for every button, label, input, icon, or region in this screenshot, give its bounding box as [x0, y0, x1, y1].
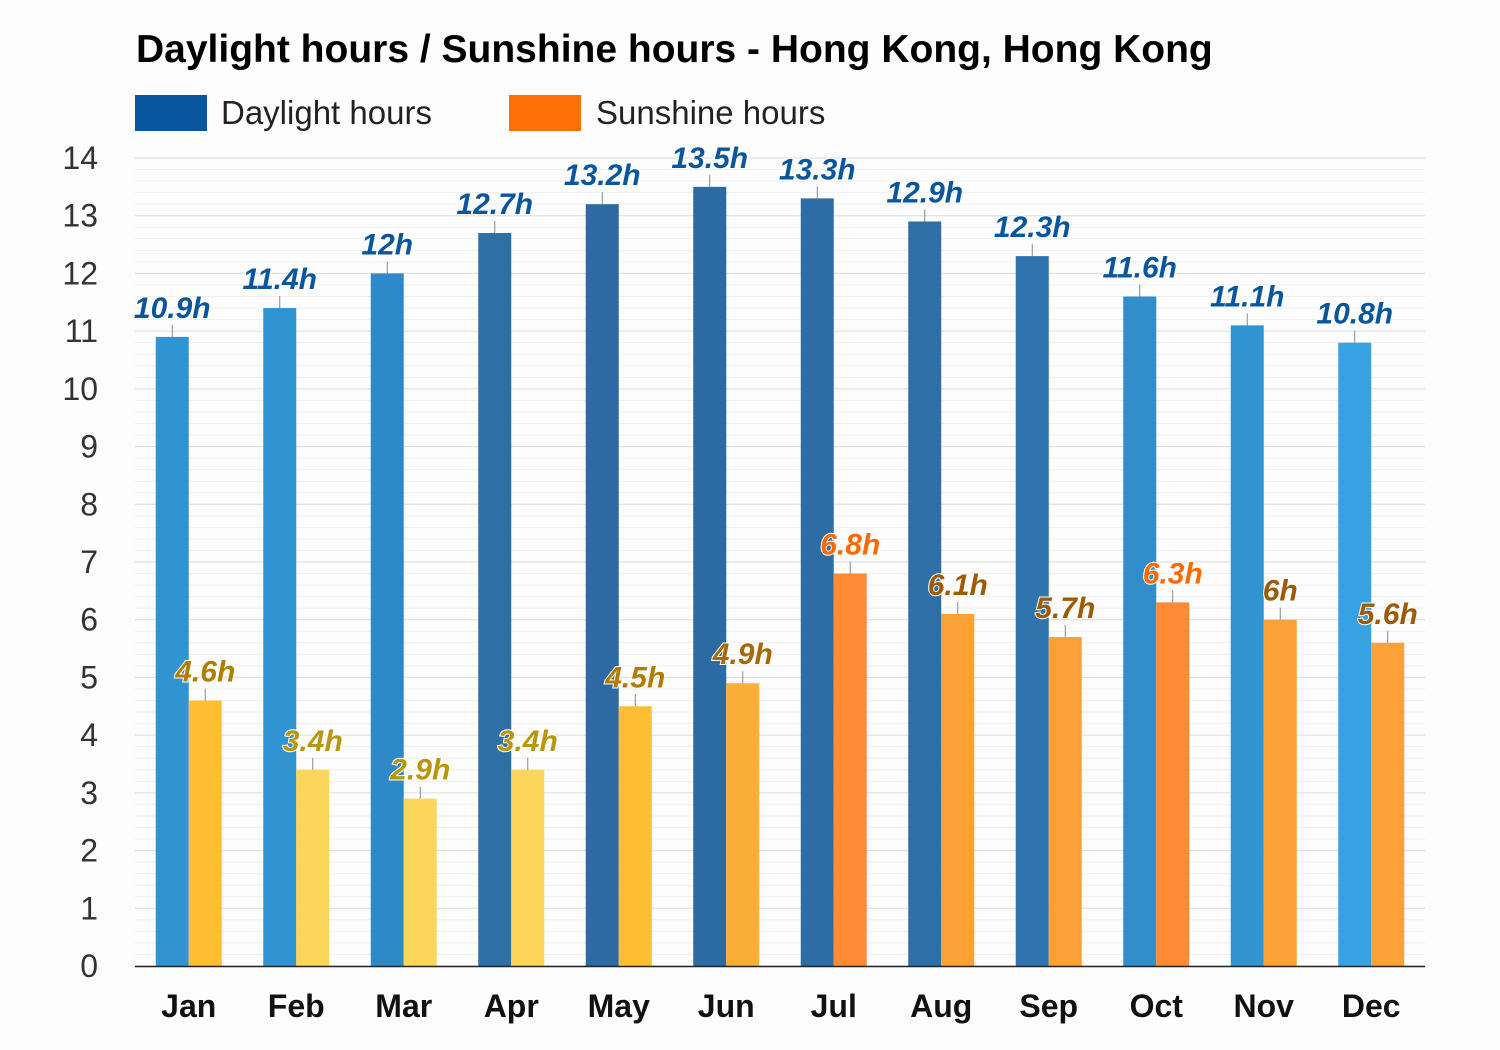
- data-label-daylight-oct: 11.6h: [1103, 252, 1178, 285]
- y-tick-label: 8: [80, 486, 98, 522]
- data-label-sunshine-feb: 3.4h: [283, 725, 343, 758]
- x-tick-label-dec: Dec: [1342, 988, 1401, 1024]
- bar-sunshine-oct: [1156, 602, 1190, 966]
- bar-sunshine-apr: [511, 769, 545, 966]
- legend-label-sunshine: Sunshine hours: [596, 94, 825, 131]
- data-label-daylight-mar: 12h: [361, 228, 413, 261]
- x-tick-label-may: May: [588, 988, 650, 1024]
- data-label-daylight-dec: 10.8h: [1316, 298, 1393, 331]
- y-tick-label: 13: [62, 198, 98, 234]
- bar-daylight-feb: [263, 308, 297, 966]
- x-tick-label-apr: Apr: [484, 988, 539, 1024]
- bar-daylight-may: [585, 204, 619, 966]
- bar-daylight-jul: [800, 198, 834, 966]
- bar-daylight-sep: [1015, 256, 1049, 967]
- data-labels: 10.9h 4.6h 11.4h 3.4h 12h 2.9h 12.7h 3.4h 13.2h 4…: [133, 141, 1419, 788]
- data-label-daylight-sep: 12.3h: [994, 211, 1071, 244]
- bar-sunshine-feb: [296, 769, 330, 966]
- bar-sunshine-may: [618, 706, 652, 966]
- data-label-sunshine-nov: 6h: [1263, 575, 1298, 608]
- x-tick-label-mar: Mar: [375, 988, 432, 1024]
- data-label-sunshine-jun: 4.9h: [712, 638, 773, 671]
- bars: [155, 174, 1405, 967]
- legend-swatch-daylight: [135, 95, 207, 131]
- bar-sunshine-nov: [1263, 619, 1297, 966]
- bar-sunshine-jun: [726, 683, 760, 966]
- bar-sunshine-jul: [833, 573, 867, 966]
- data-label-sunshine-dec: 5.6h: [1358, 598, 1418, 631]
- data-label-daylight-jan: 10.9h: [134, 292, 211, 325]
- y-tick-label: 4: [80, 717, 98, 753]
- bar-daylight-mar: [370, 273, 404, 966]
- data-label-daylight-aug: 12.9h: [886, 176, 963, 209]
- bar-daylight-oct: [1123, 296, 1157, 966]
- gridlines: [135, 157, 1425, 967]
- bar-daylight-nov: [1230, 325, 1264, 966]
- data-label-daylight-feb: 11.4h: [243, 263, 318, 296]
- y-tick-label: 14: [62, 140, 98, 176]
- data-label-sunshine-may: 4.5h: [604, 661, 665, 694]
- y-tick-label: 3: [80, 775, 98, 811]
- data-label-sunshine-mar: 2.9h: [389, 754, 450, 787]
- y-tick-label: 9: [80, 429, 98, 465]
- y-tick-label: 12: [62, 255, 98, 291]
- legend-swatch-sunshine: [509, 95, 581, 131]
- bar-daylight-apr: [478, 233, 512, 966]
- data-label-daylight-jul: 13.3h: [779, 153, 856, 186]
- bar-sunshine-sep: [1048, 637, 1082, 966]
- x-axis-ticks: Jan Feb Mar Apr May Jun Jul Aug Sep Oct Nov Dec: [161, 988, 1400, 1024]
- legend: Daylight hours Sunshine hours: [135, 94, 825, 131]
- x-tick-label-oct: Oct: [1130, 988, 1184, 1024]
- x-tick-label-jun: Jun: [698, 988, 755, 1024]
- x-tick-label-nov: Nov: [1234, 988, 1295, 1024]
- data-label-sunshine-apr: 3.4h: [498, 725, 558, 758]
- legend-label-daylight: Daylight hours: [221, 94, 432, 131]
- y-tick-label: 0: [80, 948, 98, 984]
- x-tick-label-aug: Aug: [910, 988, 972, 1024]
- y-tick-label: 7: [80, 544, 98, 580]
- data-label-sunshine-oct: 6.3h: [1143, 557, 1203, 590]
- bar-daylight-jun: [693, 186, 727, 966]
- data-label-daylight-apr: 12.7h: [456, 188, 533, 221]
- bar-sunshine-jan: [188, 700, 222, 966]
- bar-sunshine-mar: [403, 798, 437, 966]
- y-tick-label: 6: [80, 602, 98, 638]
- x-tick-label-feb: Feb: [268, 988, 325, 1024]
- x-tick-label-sep: Sep: [1019, 988, 1078, 1024]
- x-tick-label-jan: Jan: [161, 988, 216, 1024]
- y-tick-label: 10: [62, 371, 98, 407]
- y-tick-label: 11: [65, 313, 98, 349]
- data-label-daylight-nov: 11.1h: [1210, 280, 1285, 313]
- y-tick-label: 2: [80, 833, 98, 869]
- data-label-sunshine-sep: 5.7h: [1035, 592, 1095, 625]
- chart-title: Daylight hours / Sunshine hours - Hong K…: [136, 28, 1213, 71]
- y-tick-label: 5: [80, 659, 98, 695]
- data-label-daylight-jun: 13.5h: [671, 142, 748, 175]
- data-label-sunshine-jul: 6.8h: [820, 529, 880, 562]
- data-label-daylight-may: 13.2h: [564, 159, 641, 192]
- bar-sunshine-dec: [1371, 642, 1405, 966]
- bar-daylight-jan: [155, 336, 189, 966]
- bar-sunshine-aug: [941, 613, 975, 966]
- bar-daylight-aug: [908, 221, 942, 966]
- y-tick-label: 1: [80, 890, 98, 926]
- data-label-sunshine-aug: 6.1h: [928, 569, 988, 602]
- x-tick-label-jul: Jul: [811, 988, 857, 1024]
- data-label-sunshine-jan: 4.6h: [174, 656, 235, 689]
- bar-daylight-dec: [1338, 342, 1372, 967]
